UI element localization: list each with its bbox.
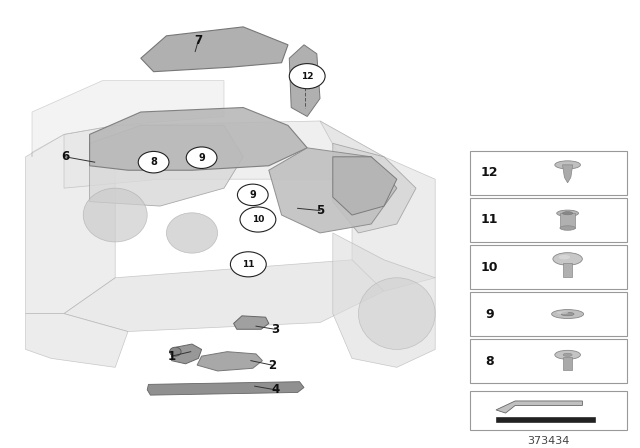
FancyBboxPatch shape xyxy=(470,198,627,242)
Ellipse shape xyxy=(552,310,584,319)
Polygon shape xyxy=(333,157,397,215)
Polygon shape xyxy=(90,108,307,170)
Bar xyxy=(496,417,595,422)
Polygon shape xyxy=(333,143,416,233)
Polygon shape xyxy=(26,314,128,367)
Text: 10: 10 xyxy=(252,215,264,224)
Circle shape xyxy=(289,64,325,89)
Text: 11: 11 xyxy=(481,213,499,227)
Text: 6: 6 xyxy=(61,150,69,164)
Text: 373434: 373434 xyxy=(527,436,570,446)
Ellipse shape xyxy=(555,350,580,359)
Polygon shape xyxy=(26,125,115,314)
Polygon shape xyxy=(141,27,288,72)
Ellipse shape xyxy=(553,253,582,265)
Circle shape xyxy=(138,151,169,173)
Ellipse shape xyxy=(83,188,147,242)
Ellipse shape xyxy=(559,255,570,259)
Ellipse shape xyxy=(166,213,218,253)
Ellipse shape xyxy=(563,353,572,357)
Text: 2: 2 xyxy=(268,358,276,372)
Text: 9: 9 xyxy=(198,153,205,163)
Text: 7: 7 xyxy=(195,34,202,47)
Ellipse shape xyxy=(358,278,435,349)
Polygon shape xyxy=(563,165,573,183)
Polygon shape xyxy=(147,382,304,395)
Text: 1: 1 xyxy=(168,349,175,363)
Text: 12: 12 xyxy=(481,166,499,180)
Polygon shape xyxy=(234,316,269,329)
FancyBboxPatch shape xyxy=(470,391,627,430)
FancyBboxPatch shape xyxy=(470,292,627,336)
Polygon shape xyxy=(197,352,262,371)
Circle shape xyxy=(230,252,266,277)
FancyBboxPatch shape xyxy=(470,339,627,383)
Text: 8: 8 xyxy=(485,354,494,368)
Polygon shape xyxy=(333,233,435,367)
Text: 9: 9 xyxy=(250,190,256,200)
Polygon shape xyxy=(563,263,572,277)
Polygon shape xyxy=(560,213,575,228)
Polygon shape xyxy=(289,45,320,116)
Ellipse shape xyxy=(561,312,574,316)
Polygon shape xyxy=(269,148,397,233)
Polygon shape xyxy=(496,401,582,413)
Circle shape xyxy=(186,147,217,168)
Text: 11: 11 xyxy=(242,260,255,269)
Circle shape xyxy=(237,184,268,206)
Polygon shape xyxy=(64,121,384,188)
Polygon shape xyxy=(32,81,224,157)
Ellipse shape xyxy=(555,161,580,169)
Polygon shape xyxy=(90,125,243,206)
FancyBboxPatch shape xyxy=(470,151,627,195)
Text: 12: 12 xyxy=(301,72,314,81)
FancyBboxPatch shape xyxy=(470,245,627,289)
Text: 3: 3 xyxy=(271,323,279,336)
Polygon shape xyxy=(320,121,435,291)
Text: 4: 4 xyxy=(271,383,279,396)
Polygon shape xyxy=(64,260,384,332)
Text: 8: 8 xyxy=(150,157,157,167)
Circle shape xyxy=(240,207,276,232)
Ellipse shape xyxy=(563,211,573,215)
Polygon shape xyxy=(563,357,572,370)
Text: 5: 5 xyxy=(316,204,324,217)
Text: 9: 9 xyxy=(485,307,494,321)
Ellipse shape xyxy=(560,226,575,230)
Polygon shape xyxy=(172,344,202,364)
Ellipse shape xyxy=(557,210,579,216)
Text: 10: 10 xyxy=(481,260,499,274)
Ellipse shape xyxy=(170,347,181,356)
Ellipse shape xyxy=(557,311,568,314)
